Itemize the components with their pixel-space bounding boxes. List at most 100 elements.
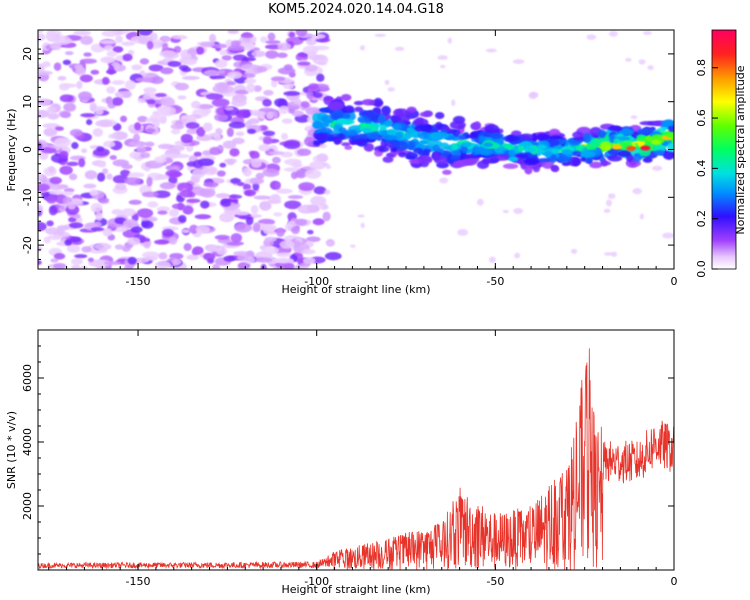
noise-blob xyxy=(251,50,266,58)
noise-blob xyxy=(103,140,116,148)
noise-blob xyxy=(313,186,327,195)
noise-blob xyxy=(181,53,192,60)
noise-blob xyxy=(262,136,272,144)
noise-blob xyxy=(171,203,186,210)
ridge-blob xyxy=(503,144,515,150)
noise-blob xyxy=(155,93,167,98)
noise-blob xyxy=(146,99,156,105)
noise-blob xyxy=(603,208,611,213)
ridge-blob xyxy=(338,127,347,133)
noise-blob xyxy=(265,50,279,59)
noise-blob xyxy=(92,128,104,137)
noise-blob xyxy=(662,232,674,239)
ridge-blob xyxy=(330,111,344,120)
noise-blob xyxy=(485,48,497,53)
noise-blob xyxy=(107,65,115,75)
noise-blob xyxy=(45,227,61,235)
noise-blob xyxy=(154,156,167,164)
noise-blob xyxy=(90,202,103,213)
spectrogram-heatmap xyxy=(38,30,674,269)
noise-blob xyxy=(308,83,319,90)
noise-blob xyxy=(127,237,141,246)
noise-blob xyxy=(278,105,289,115)
noise-blob xyxy=(295,30,308,37)
ridge-peak xyxy=(590,142,601,148)
noise-blob xyxy=(630,115,638,120)
noise-blob xyxy=(83,52,92,57)
noise-blob xyxy=(124,80,136,90)
noise-blob xyxy=(186,254,200,261)
noise-blob xyxy=(304,169,322,179)
noise-blob xyxy=(121,163,133,170)
ridge-blob xyxy=(536,133,550,141)
noise-blob xyxy=(183,243,192,252)
noise-blob xyxy=(256,66,268,73)
noise-blob xyxy=(300,101,310,109)
noise-blob xyxy=(219,162,227,168)
noise-blob xyxy=(58,150,69,159)
noise-blob xyxy=(177,95,187,100)
ridge-blob xyxy=(505,134,517,142)
snr-ticks: -150 -100 -50 0 2000 4000 6000 xyxy=(21,329,678,588)
noise-blob xyxy=(243,189,256,197)
noise-blob xyxy=(244,78,257,84)
noise-blob xyxy=(78,158,86,168)
noise-blob xyxy=(46,106,57,114)
noise-blob xyxy=(171,258,182,266)
noise-blob xyxy=(121,245,131,252)
noise-blob xyxy=(242,57,257,62)
noise-blob xyxy=(47,112,60,120)
ridge-blob xyxy=(432,144,441,152)
noise-blob xyxy=(59,165,73,175)
noise-blob xyxy=(262,168,280,177)
noise-blob xyxy=(161,36,171,42)
noise-blob xyxy=(159,50,177,58)
ridge-blob xyxy=(328,101,344,111)
noise-blob xyxy=(647,65,654,71)
noise-blob xyxy=(283,91,301,96)
noise-blob xyxy=(86,119,93,126)
noise-blob xyxy=(244,120,252,129)
noise-blob xyxy=(170,123,185,130)
ridge-blob xyxy=(653,150,665,156)
noise-blob xyxy=(260,263,267,269)
noise-blob xyxy=(72,213,81,219)
ridge-peak xyxy=(626,146,637,152)
ridge-blob xyxy=(519,133,534,140)
noise-blob xyxy=(66,244,81,253)
ridge-blob xyxy=(342,129,358,136)
noise-blob xyxy=(119,115,128,123)
noise-blob xyxy=(135,77,154,83)
noise-blob xyxy=(301,248,316,255)
snr-xlabel: Height of straight line (km) xyxy=(281,583,430,596)
noise-blob xyxy=(71,142,79,150)
noise-blob xyxy=(276,227,285,237)
noise-blob xyxy=(277,67,296,75)
noise-blob xyxy=(146,176,153,187)
ridge-blob xyxy=(517,145,525,153)
ridge-blob xyxy=(600,159,608,167)
noise-blob xyxy=(150,76,164,84)
noise-blob xyxy=(234,89,249,95)
noise-blob xyxy=(134,122,142,131)
noise-blob xyxy=(121,41,135,47)
noise-blob xyxy=(513,207,524,215)
noise-blob xyxy=(137,30,153,36)
noise-blob xyxy=(638,59,646,65)
ridge-blob xyxy=(407,141,415,151)
noise-blob xyxy=(226,127,234,138)
noise-blob xyxy=(148,64,164,72)
noise-blob xyxy=(262,98,272,107)
noise-blob xyxy=(168,209,180,217)
noise-blob xyxy=(180,114,190,120)
noise-blob xyxy=(394,46,405,51)
noise-blob xyxy=(202,122,213,132)
noise-blob xyxy=(324,251,342,261)
noise-blob xyxy=(219,212,235,223)
noise-blob xyxy=(192,159,204,169)
noise-blob xyxy=(316,73,325,82)
colorbar-gradient xyxy=(711,29,737,270)
noise-blob xyxy=(303,136,317,147)
noise-blob xyxy=(46,220,54,227)
noise-blob xyxy=(359,45,366,51)
